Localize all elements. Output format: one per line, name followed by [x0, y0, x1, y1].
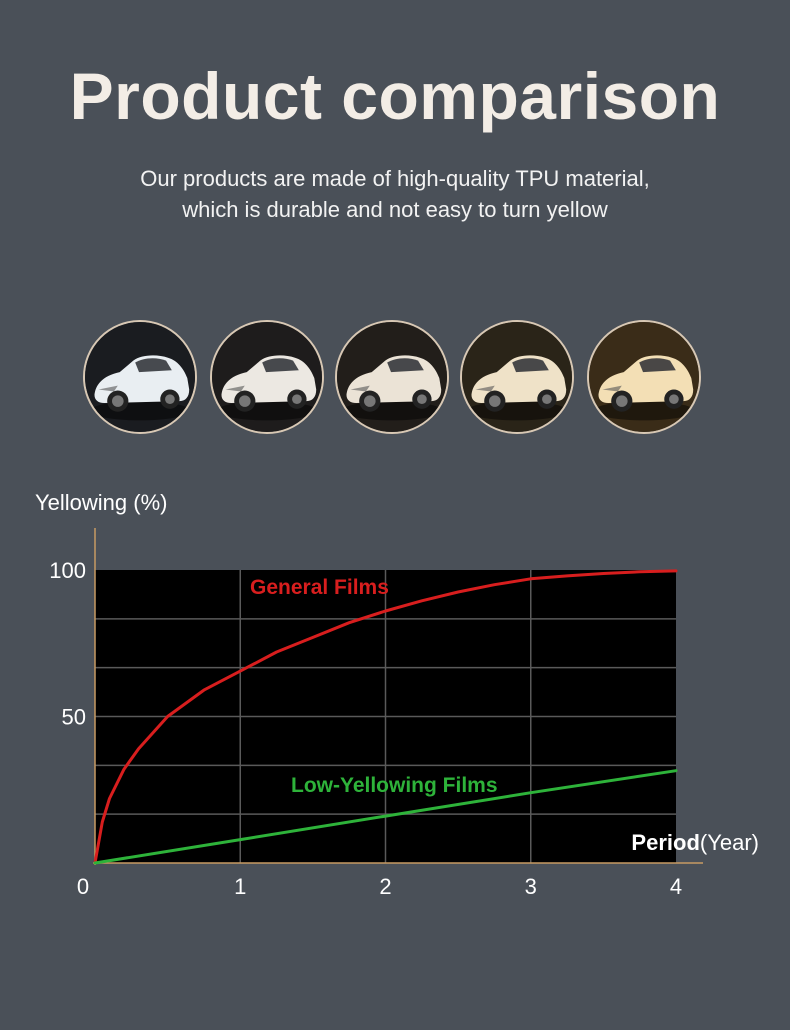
- subtitle-line-1: Our products are made of high-quality TP…: [140, 166, 650, 191]
- y-tick-label: 100: [49, 558, 86, 583]
- car-photo-1: [83, 320, 197, 434]
- series-line-general-films: [93, 569, 678, 865]
- y-axis-label: Yellowing (%): [35, 490, 167, 515]
- series-label-low-yellowing-films: Low-Yellowing Films: [291, 774, 498, 797]
- x-tick-label: 1: [234, 874, 246, 899]
- subtitle-line-2: which is durable and not easy to turn ye…: [182, 197, 608, 222]
- car-photo-2: [210, 320, 324, 434]
- series-line-low-yellowing-films: [93, 769, 678, 865]
- x-tick-label: 2: [379, 874, 391, 899]
- page-title: Product comparison: [69, 59, 721, 133]
- car-photo-4: [460, 320, 574, 434]
- car-photo-row: [0, 320, 790, 438]
- x-tick-label: 3: [525, 874, 537, 899]
- page-subtitle: Our products are made of high-quality TP…: [0, 163, 790, 225]
- car-photo-5: [587, 320, 701, 434]
- series-label-general-films: General Films: [250, 576, 389, 599]
- x-tick-label: 4: [670, 874, 682, 899]
- yellowing-chart: Yellowing (%) 50 100 0 1 2 3 4 Period(Year) Gener…: [35, 490, 759, 899]
- x-axis-label: Period(Year): [631, 830, 759, 855]
- car-photo-3: [335, 320, 449, 434]
- x-axis-label-unit: (Year): [700, 830, 759, 855]
- y-tick-label: 50: [62, 705, 86, 730]
- x-axis-label-bold: Period: [631, 830, 699, 855]
- x-tick-label: 0: [77, 874, 89, 899]
